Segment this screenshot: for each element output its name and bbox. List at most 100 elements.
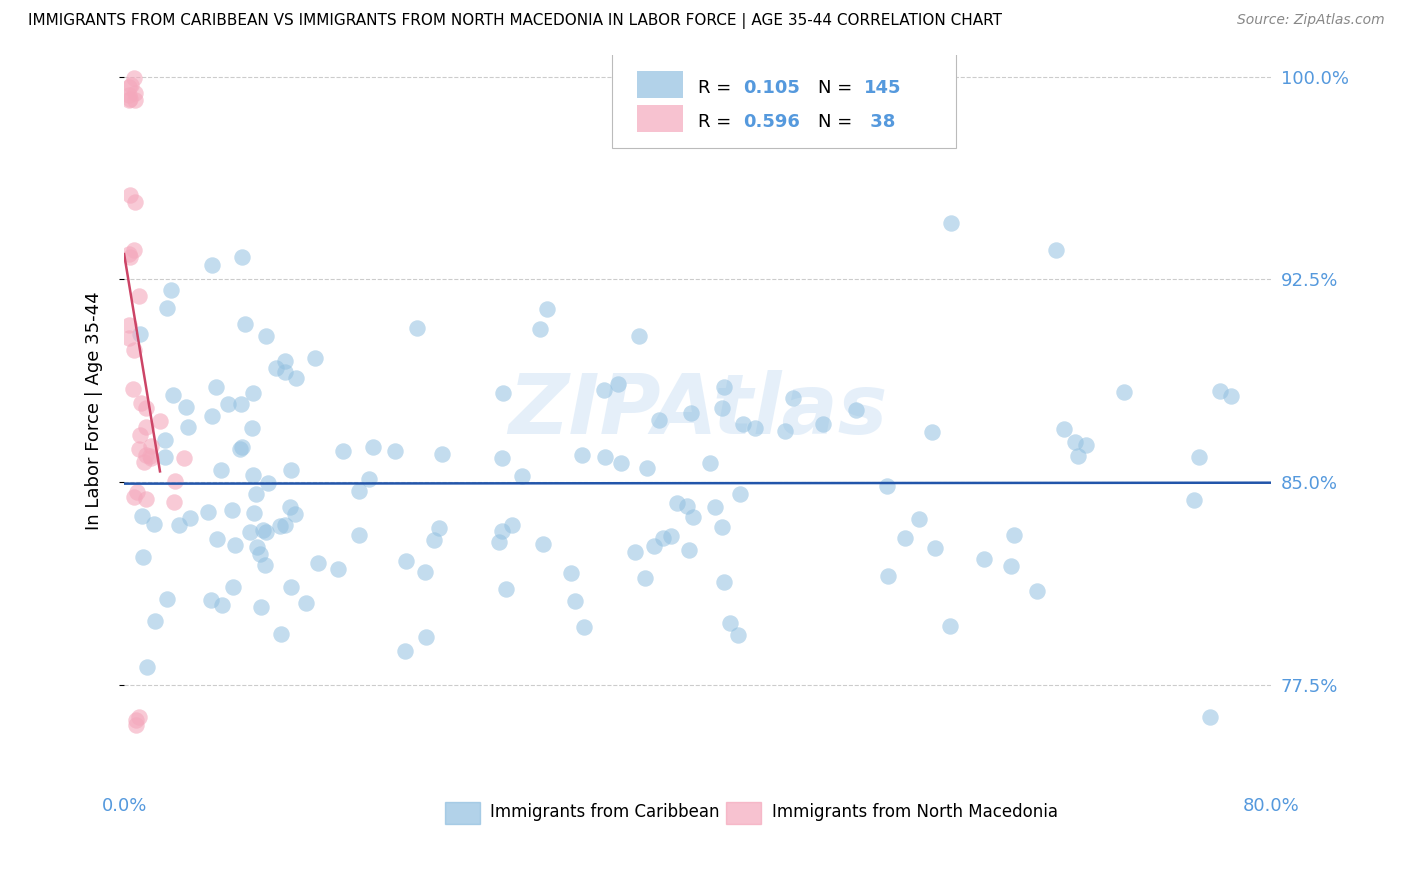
Point	[648, 413, 671, 427]
Point	[718, 616, 741, 631]
Point	[221, 502, 243, 516]
Point	[422, 533, 444, 547]
Point	[269, 519, 291, 533]
Point	[1045, 243, 1067, 257]
Point	[877, 569, 900, 583]
Point	[131, 395, 153, 409]
Point	[125, 718, 148, 732]
Point	[245, 487, 267, 501]
Point	[1199, 710, 1222, 724]
Text: Immigrants from North Macedonia: Immigrants from North Macedonia	[772, 804, 1059, 822]
Point	[328, 562, 350, 576]
Point	[727, 628, 749, 642]
Point	[135, 491, 157, 506]
Point	[1002, 528, 1025, 542]
Point	[124, 93, 146, 107]
Point	[245, 540, 267, 554]
Point	[531, 537, 554, 551]
Point	[713, 575, 735, 590]
Point	[173, 451, 195, 466]
Point	[1209, 384, 1232, 399]
Point	[239, 525, 262, 540]
Point	[254, 328, 277, 343]
Point	[730, 487, 752, 501]
Point	[135, 660, 157, 674]
Point	[415, 631, 437, 645]
Point	[876, 479, 898, 493]
Point	[308, 556, 330, 570]
Point	[1220, 389, 1243, 403]
Text: 38: 38	[863, 113, 896, 131]
Point	[143, 614, 166, 628]
Text: IMMIGRANTS FROM CARIBBEAN VS IMMIGRANTS FROM NORTH MACEDONIA IN LABOR FORCE | AG: IMMIGRANTS FROM CARIBBEAN VS IMMIGRANTS …	[28, 13, 1002, 29]
Point	[153, 433, 176, 447]
Point	[122, 382, 145, 396]
Point	[361, 440, 384, 454]
Point	[118, 187, 141, 202]
Point	[394, 643, 416, 657]
Point	[205, 380, 228, 394]
Point	[284, 507, 307, 521]
Point	[274, 353, 297, 368]
Point	[155, 301, 177, 315]
Point	[1076, 437, 1098, 451]
Text: 0.0%: 0.0%	[101, 797, 146, 814]
Point	[128, 427, 150, 442]
Point	[921, 425, 943, 440]
Text: R =: R =	[697, 78, 737, 97]
Point	[845, 402, 868, 417]
Text: 80.0%: 80.0%	[1243, 797, 1299, 814]
Point	[231, 250, 253, 264]
Point	[280, 580, 302, 594]
Point	[682, 509, 704, 524]
Point	[495, 582, 517, 597]
Point	[284, 371, 307, 385]
Point	[592, 384, 614, 398]
Point	[120, 78, 142, 92]
Point	[492, 385, 515, 400]
Point	[139, 450, 162, 464]
Point	[529, 322, 551, 336]
Point	[676, 499, 699, 513]
Point	[501, 517, 523, 532]
Point	[118, 247, 141, 261]
Point	[224, 538, 246, 552]
Point	[233, 318, 256, 332]
Point	[201, 258, 224, 272]
Point	[572, 619, 595, 633]
Point	[560, 566, 582, 580]
Point	[415, 565, 437, 579]
Point	[229, 442, 252, 457]
Point	[713, 380, 735, 394]
Point	[813, 417, 835, 432]
Point	[253, 558, 276, 573]
FancyBboxPatch shape	[637, 105, 683, 132]
Point	[678, 542, 700, 557]
Point	[491, 450, 513, 465]
Point	[270, 627, 292, 641]
Point	[564, 594, 586, 608]
Point	[278, 500, 301, 514]
Point	[938, 619, 960, 633]
Point	[249, 548, 271, 562]
Point	[894, 531, 917, 545]
Point	[139, 450, 162, 465]
Point	[941, 216, 963, 230]
Point	[395, 554, 418, 568]
Point	[782, 391, 804, 405]
Point	[177, 420, 200, 434]
Point	[122, 490, 145, 504]
Point	[131, 509, 153, 524]
Point	[240, 421, 263, 435]
Point	[221, 581, 243, 595]
Point	[118, 318, 141, 333]
Point	[406, 321, 429, 335]
Point	[427, 520, 450, 534]
Point	[488, 535, 510, 549]
Point	[118, 92, 141, 106]
Point	[118, 87, 141, 102]
Point	[139, 439, 162, 453]
Point	[1112, 384, 1135, 399]
Text: 145: 145	[863, 78, 901, 97]
Point	[593, 450, 616, 464]
